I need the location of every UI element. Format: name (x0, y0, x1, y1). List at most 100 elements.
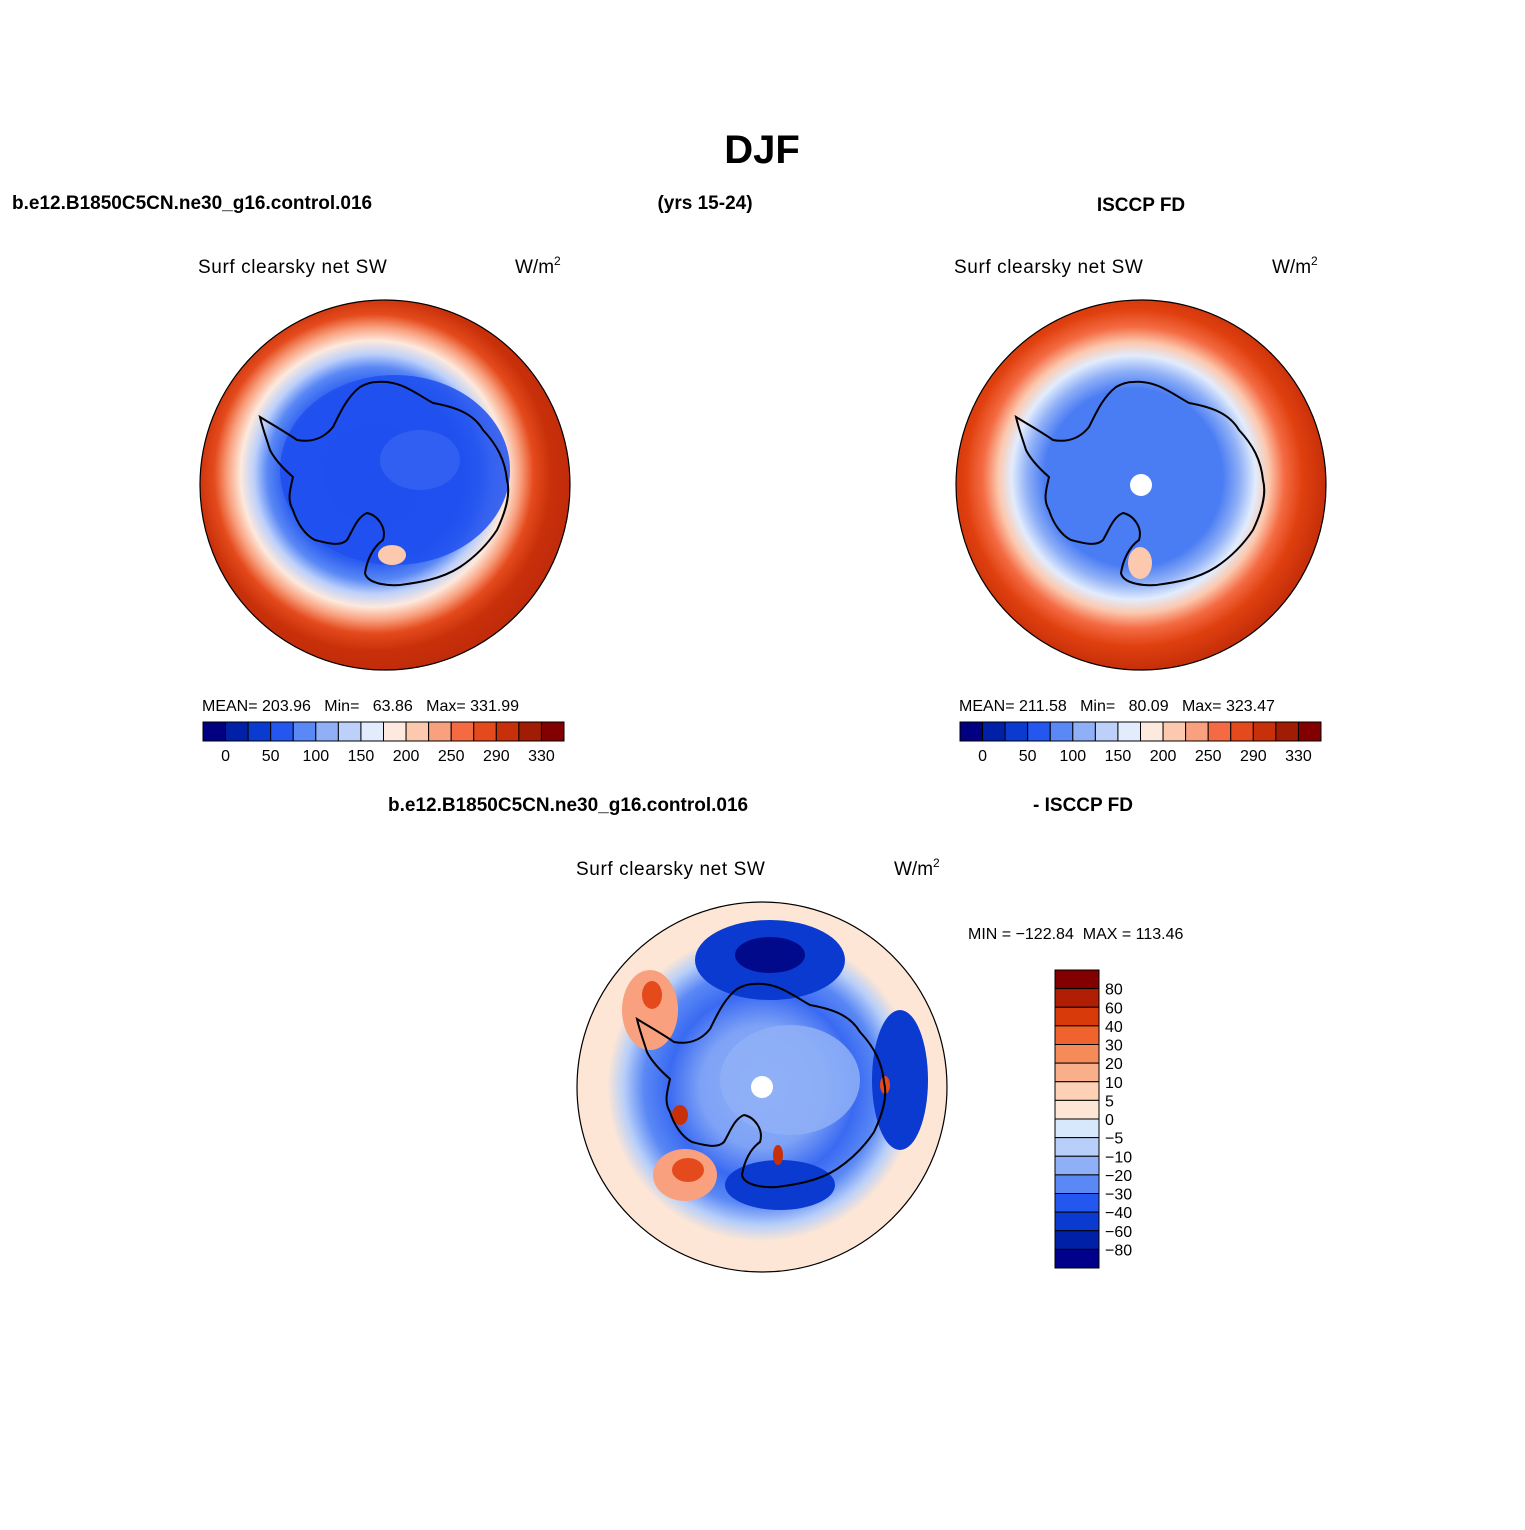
diff-right-title: - ISCCP FD (1033, 795, 1133, 816)
model-colorbar-swatch (428, 721, 452, 742)
obs-colorbar-swatch (1072, 721, 1096, 742)
model-colorbar-swatch (270, 721, 294, 742)
diff-left-title: b.e12.B1850C5CN.ne30_g16.control.016 (388, 795, 748, 816)
diff-colorbar-tick-label: −80 (1105, 1242, 1132, 1259)
model-colorbar-tick-label: 100 (302, 748, 329, 765)
model-colorbar-swatch (247, 721, 272, 742)
model-colorbar-swatch (540, 721, 565, 742)
diff-colorbar-tick-label: 0 (1105, 1112, 1114, 1129)
obs-colorbar: 0 50 100 150 200 250 290 330 (959, 721, 1322, 765)
model-colorbar-swatch (518, 721, 542, 742)
model-colorbar-tick-label: 50 (262, 748, 280, 765)
model-colorbar-swatch (315, 721, 339, 742)
model-colorbar-swatch (383, 721, 407, 742)
model-colorbar-swatch (225, 721, 249, 742)
obs-variable-label: Surf clearsky net SW (954, 257, 1143, 278)
model-map (200, 300, 570, 670)
case-name: b.e12.B1850C5CN.ne30_g16.control.016 (12, 193, 372, 214)
model-colorbar-tick-label: 330 (528, 748, 555, 765)
diff-map-border (576, 901, 948, 1273)
obs-colorbar-swatch (1004, 721, 1029, 742)
model-colorbar-tick-label: 290 (483, 748, 510, 765)
model-colorbar-swatch (450, 721, 475, 742)
model-colorbar-tick-label: 200 (393, 748, 420, 765)
diff-colorbar-swatch (1054, 1230, 1100, 1250)
diff-colorbar-swatch (1054, 988, 1100, 1008)
diff-colorbar-tick-label: 10 (1105, 1075, 1123, 1092)
obs-colorbar-swatch (1117, 721, 1141, 742)
obs-colorbar-tick-label: 0 (978, 748, 987, 765)
model-colorbar: 0 50 100 150 200 250 290 330 (202, 721, 565, 765)
model-map-border (199, 299, 571, 671)
obs-colorbar-swatch (1230, 721, 1254, 742)
diff-colorbar-swatch (1054, 1118, 1100, 1139)
model-panel: Surf clearsky net SW W/m2 MEAN= 203.96 M… (198, 254, 571, 765)
diff-colorbar-swatch (1054, 1155, 1100, 1176)
model-stats: MEAN= 203.96 Min= 63.86 Max= 331.99 (202, 698, 519, 715)
model-colorbar-swatch (292, 721, 317, 742)
obs-colorbar-swatch (959, 721, 984, 742)
diff-colorbar-swatch (1054, 1193, 1100, 1213)
diff-colorbar-tick-label: −10 (1105, 1149, 1132, 1166)
model-colorbar-swatch (495, 721, 520, 742)
diff-colorbar-tick-label: −5 (1105, 1131, 1123, 1148)
obs-stats: MEAN= 211.58 Min= 80.09 Max= 323.47 (959, 698, 1275, 715)
diff-colorbar-tick-label: 80 (1105, 982, 1123, 999)
obs-colorbar-swatch (1185, 721, 1209, 742)
diff-colorbar-swatch (1054, 1211, 1100, 1232)
obs-units-label: W/m2 (1272, 254, 1318, 278)
diff-colorbar-tick-label: 20 (1105, 1056, 1123, 1073)
years-label: (yrs 15-24) (657, 193, 752, 214)
model-variable-label: Surf clearsky net SW (198, 257, 387, 278)
obs-colorbar-swatch (1297, 721, 1322, 742)
diff-colorbar-swatch (1054, 1099, 1100, 1120)
diff-stats: MIN = −122.84 MAX = 113.46 (968, 926, 1183, 943)
obs-colorbar-swatch (1027, 721, 1051, 742)
diff-colorbar-tick-label: 40 (1105, 1019, 1123, 1036)
model-colorbar-tick-label: 250 (438, 748, 465, 765)
model-colorbar-swatch (360, 721, 384, 742)
diff-colorbar-swatch (1054, 1174, 1100, 1194)
obs-colorbar-swatch (1207, 721, 1232, 742)
diff-colorbar-tick-label: −20 (1105, 1168, 1132, 1185)
diff-colorbar-tick-label: 30 (1105, 1038, 1123, 1055)
diff-colorbar-swatch (1054, 969, 1100, 990)
figure-title: DJF (724, 128, 800, 172)
diff-colorbar-swatch (1054, 1025, 1100, 1045)
model-colorbar-swatch (405, 721, 430, 742)
diff-variable-label: Surf clearsky net SW (576, 859, 765, 880)
diff-colorbar-tick-label: 60 (1105, 1000, 1123, 1017)
obs-name: ISCCP FD (1097, 195, 1185, 216)
obs-colorbar-swatch (1049, 721, 1074, 742)
model-colorbar-tick-label: 150 (348, 748, 375, 765)
obs-colorbar-tick-label: 200 (1150, 748, 1177, 765)
diff-pole-mask (751, 1076, 773, 1098)
model-colorbar-tick-label: 0 (221, 748, 230, 765)
obs-colorbar-swatch (1275, 721, 1299, 742)
obs-colorbar-tick-label: 100 (1059, 748, 1086, 765)
diff-panel: b.e12.B1850C5CN.ne30_g16.control.016 - I… (388, 795, 1183, 1273)
diff-colorbar-tick-label: −40 (1105, 1205, 1132, 1222)
diff-colorbar-tick-label: 5 (1105, 1093, 1114, 1110)
obs-colorbar-swatch (982, 721, 1006, 742)
obs-map-border (955, 299, 1327, 671)
obs-pole-mask (1130, 474, 1152, 496)
diff-colorbar-swatch (1054, 1248, 1100, 1269)
model-units-label: W/m2 (515, 254, 561, 278)
obs-colorbar-swatch (1094, 721, 1119, 742)
obs-colorbar-swatch (1162, 721, 1187, 742)
obs-colorbar-tick-label: 250 (1195, 748, 1222, 765)
obs-colorbar-tick-label: 50 (1019, 748, 1037, 765)
diff-colorbar-tick-label: −30 (1105, 1187, 1132, 1204)
obs-colorbar-tick-label: 150 (1105, 748, 1132, 765)
model-colorbar-swatch (337, 721, 362, 742)
diff-colorbar-swatch (1054, 1006, 1100, 1027)
obs-colorbar-swatch (1140, 721, 1164, 742)
model-colorbar-swatch (202, 721, 227, 742)
obs-colorbar-tick-label: 290 (1240, 748, 1267, 765)
diff-units-label: W/m2 (894, 856, 940, 880)
obs-colorbar-swatch (1252, 721, 1277, 742)
obs-panel: Surf clearsky net SW W/m2 MEAN= 211.58 M… (954, 254, 1327, 765)
